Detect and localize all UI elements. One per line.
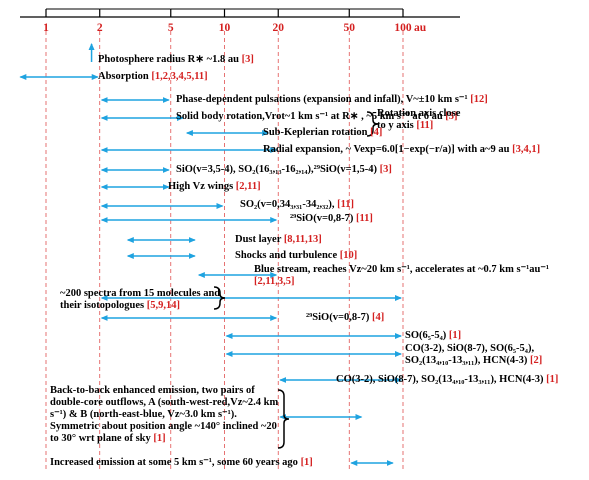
reference-citation: [10]: [339, 250, 358, 261]
annotation-text: Blue stream, reaches Vz~20 km s⁻¹, accel…: [254, 264, 550, 275]
annotation-label: Photosphere radius R∗ ~1.8 au [3]: [98, 54, 254, 66]
reference-citation: [1]: [448, 330, 462, 341]
reference-citation: [4]: [370, 127, 383, 138]
reference-citation: [1]: [300, 457, 313, 468]
annotation-label: SO(6₅-5₄) [1]: [405, 330, 461, 342]
reference-citation: [5,9,14]: [146, 300, 180, 311]
annotation-text: Sub-Keplerian rotation: [263, 127, 371, 138]
axis-tick-label: 1: [43, 22, 49, 34]
annotation-text: Increased emission at some 5 km s⁻¹, som…: [50, 457, 301, 468]
axis-tick-label: 5: [167, 22, 174, 34]
reference-citation: [2]: [529, 355, 543, 366]
annotation-label: Increased emission at some 5 km s⁻¹, som…: [50, 457, 313, 469]
reference-citation: [2,11,3,5]: [254, 276, 295, 287]
spectra-brace: [213, 286, 226, 310]
annotation-label: CO(3-2), SiO(8-7), SO₂(13₄,₁₀-13₃,₁₁), H…: [336, 374, 558, 386]
axis-tick-label: 2: [96, 22, 103, 34]
annotation-label: Solid body rotation,Vrot~1 km s⁻¹ at R∗ …: [176, 111, 458, 123]
annotation-text: Back-to-back enhanced emission, two pair…: [50, 385, 279, 444]
annotation-text: ²⁹SiO(v=0,8-7): [306, 312, 372, 323]
annotation-label: SiO(v=3,5-4), SO₂(16₃,₁₃-16₂,₁₄),²⁹SiO(v…: [176, 164, 392, 176]
annotation-label: ²⁹SiO(v=0,8-7) [4]: [306, 312, 384, 324]
annotation-text: High Vz wings: [168, 181, 236, 192]
axis-tick-label: 100: [394, 22, 412, 34]
annotation-text: ²⁹SiO(v=0,8-7): [290, 213, 356, 224]
reference-citation: [2,11]: [235, 181, 261, 192]
annotation-text: CO(3-2), SiO(8-7), SO(6₅-5₄), SO₂(13₄,₁₀…: [405, 343, 535, 366]
reference-citation: [1]: [546, 374, 559, 385]
annotation-text: Dust layer: [235, 234, 284, 245]
annotation-text: Shocks and turbulence: [235, 250, 340, 261]
annotation-label: SO₂(v=0,34₃,₃₁-34₂,₃₂), [11]: [240, 199, 354, 211]
annotation-label: Dust layer [8,11,13]: [235, 234, 322, 246]
reference-citation: [3]: [379, 164, 392, 175]
annotation-label: Shocks and turbulence [10]: [235, 250, 357, 262]
reference-citation: [1,2,3,4,5,11]: [151, 71, 208, 82]
reference-citation: [1]: [153, 433, 166, 444]
axis-tick-label: 20: [272, 22, 284, 34]
annotation-label: Absorption [1,2,3,4,5,11]: [98, 71, 208, 83]
annotation-label: ²⁹SiO(v=0,8-7) [11]: [290, 213, 373, 225]
rotation-brace: [366, 111, 379, 137]
annotation-text: CO(3-2), SiO(8-7), SO₂(13₄,₁₀-13₃,₁₁), H…: [336, 374, 547, 385]
annotation-label: Back-to-back enhanced emission, two pair…: [50, 385, 280, 445]
reference-citation: [11]: [337, 199, 355, 210]
axis-tick-label: 50: [343, 22, 356, 34]
reference-citation: [3,4,1]: [512, 144, 541, 155]
annotation-text: Phase-dependent pulsations (expansion an…: [176, 94, 471, 105]
annotation-label: Phase-dependent pulsations (expansion an…: [176, 94, 488, 106]
reference-citation: [11]: [355, 213, 373, 224]
annotation-text: SO(6₅-5₄): [405, 330, 449, 341]
annotation-label: ~200 spectra from 15 molecules and their…: [60, 288, 225, 312]
annotation-text: Rotation axis close to y axis: [377, 108, 461, 131]
annotation-label: Radial expansion, ~ Vexp=6.0[1−exp(−r/a)…: [263, 144, 540, 156]
reference-citation: [8,11,13]: [283, 234, 322, 245]
annotation-label: Sub-Keplerian rotation [4]: [263, 127, 382, 139]
reference-citation: [4]: [371, 312, 385, 323]
reference-citation: [11]: [416, 120, 434, 131]
annotation-label: Blue stream, reaches Vz~20 km s⁻¹, accel…: [254, 264, 554, 288]
reference-citation: [12]: [470, 94, 488, 105]
reference-citation: [3]: [445, 111, 458, 122]
annotation-label: High Vz wings [2,11]: [168, 181, 261, 193]
annotation-text: Radial expansion, ~ Vexp=6.0[1−exp(−r/a)…: [263, 144, 513, 155]
axis-tick-label: 10: [218, 22, 231, 34]
annotation-text: Solid body rotation,Vrot~1 km s⁻¹ at R∗ …: [176, 111, 446, 122]
axis-unit: au: [414, 22, 427, 34]
annotation-text: Absorption: [98, 71, 152, 82]
annotation-text: Photosphere radius R∗ ~1.8 au: [98, 54, 242, 65]
reference-citation: [3]: [241, 54, 254, 65]
outflow-brace: [277, 389, 290, 449]
annotation-label: Rotation axis close to y axis [11]: [377, 108, 465, 132]
annotation-text: ~200 spectra from 15 molecules and their…: [60, 288, 221, 311]
annotation-label: CO(3-2), SiO(8-7), SO(6₅-5₄), SO₂(13₄,₁₀…: [405, 343, 580, 367]
annotation-text: SO₂(v=0,34₃,₃₁-34₂,₃₂),: [240, 199, 338, 210]
annotation-text: SiO(v=3,5-4), SO₂(16₃,₁₃-16₂,₁₄),²⁹SiO(v…: [176, 164, 380, 175]
